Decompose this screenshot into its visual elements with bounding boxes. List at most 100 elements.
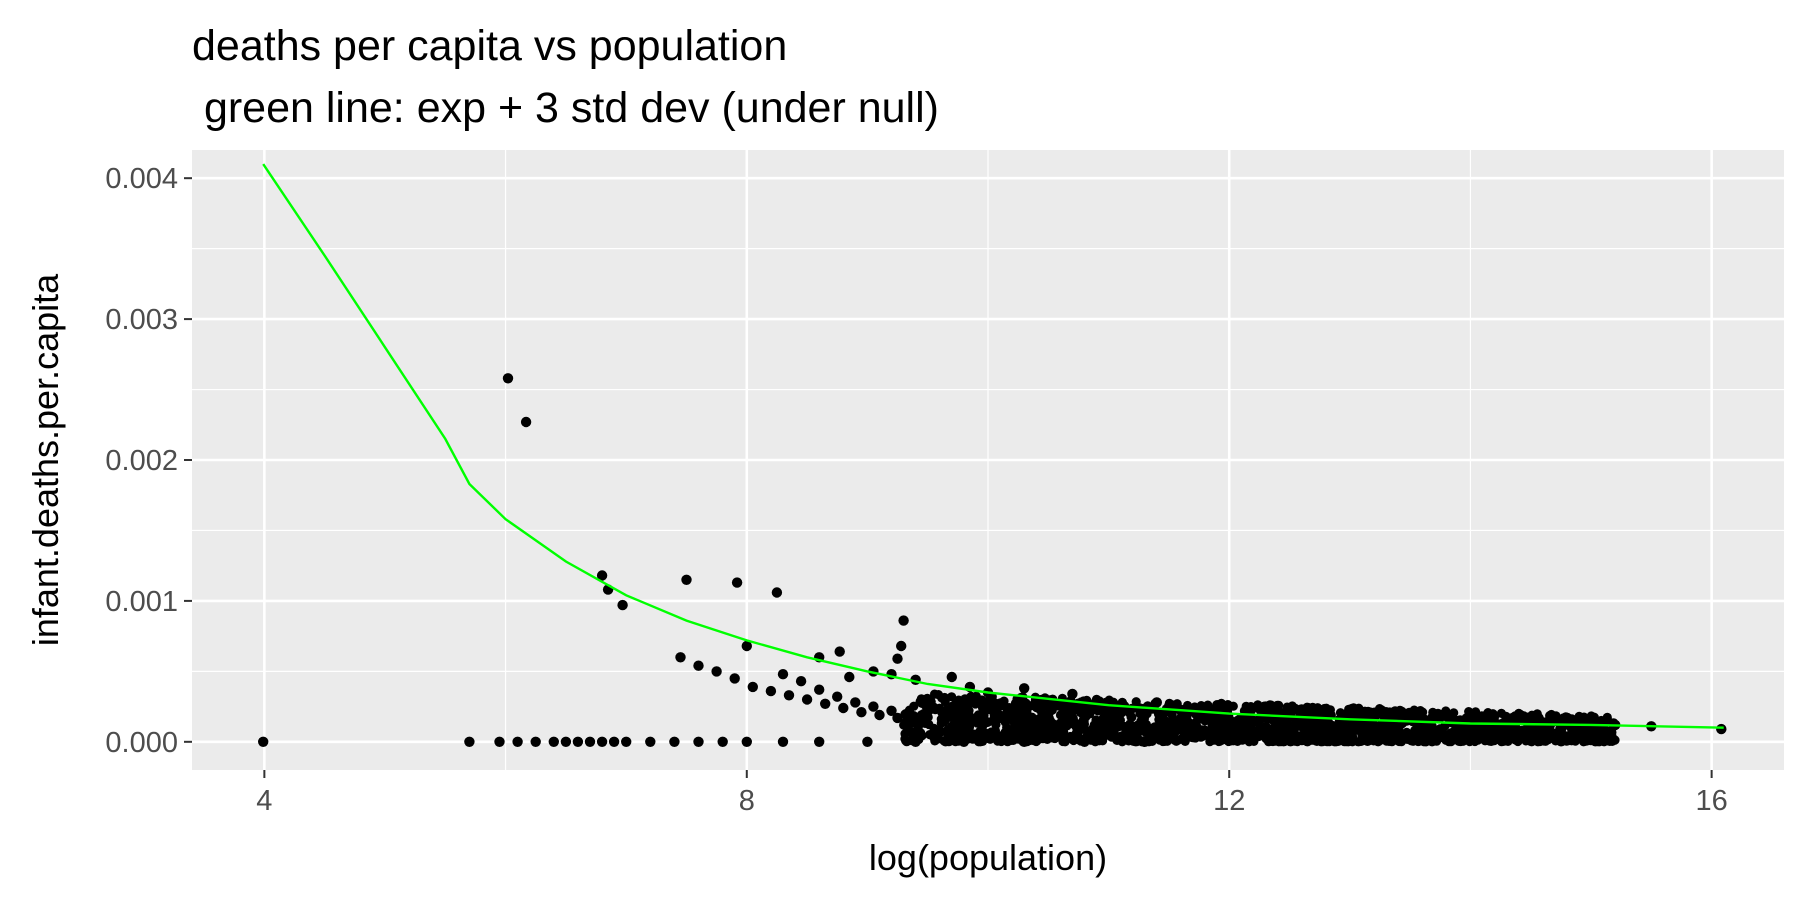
- cloud-point: [969, 734, 979, 744]
- data-point: [258, 736, 269, 747]
- data-point: [898, 615, 909, 626]
- grid-major: [192, 150, 1784, 770]
- cloud-point: [1450, 734, 1460, 745]
- data-point: [874, 709, 885, 721]
- data-point: [596, 570, 608, 581]
- data-point: [1501, 712, 1512, 724]
- data-point: [801, 694, 813, 705]
- cloud-point: [1089, 720, 1099, 730]
- cloud-point: [901, 736, 911, 746]
- cloud-point: [1241, 701, 1251, 711]
- data-point: [910, 736, 921, 747]
- cloud-point: [1406, 736, 1416, 746]
- y-tick-label: 0.002: [105, 445, 178, 477]
- cloud-point: [1006, 734, 1017, 745]
- cloud-point: [1055, 718, 1065, 728]
- cloud-point: [1063, 719, 1073, 730]
- cloud-point: [1513, 731, 1523, 741]
- data-point: [675, 652, 686, 663]
- cloud-point: [1158, 736, 1168, 747]
- cloud-point: [1307, 735, 1317, 745]
- cloud-point: [1180, 710, 1190, 720]
- data-point: [771, 587, 783, 598]
- cloud-point: [976, 736, 986, 746]
- point-cloud: [899, 689, 1620, 747]
- cloud-point: [1096, 703, 1106, 714]
- cloud-point: [1499, 733, 1509, 743]
- cloud-point: [903, 721, 914, 732]
- cloud-point: [1150, 722, 1160, 732]
- cloud-point: [1311, 720, 1321, 730]
- cloud-point: [1286, 726, 1296, 736]
- cloud-point: [916, 728, 926, 738]
- cloud-point: [1420, 732, 1430, 742]
- cloud-point: [1426, 713, 1436, 723]
- data-point: [765, 685, 777, 697]
- cloud-point: [1484, 736, 1494, 746]
- y-tick-label: 0.004: [105, 163, 178, 195]
- cloud-point: [1382, 729, 1393, 739]
- cloud-point: [926, 699, 936, 709]
- series-line: [262, 163, 1724, 729]
- cloud-point: [966, 691, 976, 702]
- cloud-point: [1202, 726, 1212, 736]
- data-point: [711, 666, 722, 677]
- cloud-point: [1249, 730, 1259, 740]
- chart-subtitle: green line: exp + 3 std dev (under null): [192, 84, 939, 132]
- cloud-point: [1126, 712, 1136, 722]
- cloud-point: [1076, 718, 1086, 729]
- cloud-point: [1369, 719, 1379, 730]
- data-point: [530, 736, 541, 747]
- cloud-point: [1290, 718, 1300, 728]
- cloud-point: [1270, 736, 1280, 746]
- data-point: [1716, 723, 1727, 735]
- cloud-point: [959, 727, 970, 738]
- cloud-point: [1125, 719, 1135, 729]
- data-point: [868, 701, 879, 712]
- cloud-point: [1132, 736, 1142, 746]
- cloud-point: [1442, 734, 1452, 744]
- cloud-point: [1322, 737, 1332, 747]
- cloud-point: [1527, 736, 1537, 746]
- data-point: [617, 599, 628, 611]
- cloud-point: [900, 729, 910, 739]
- cloud-point: [956, 719, 966, 729]
- data-point: [729, 673, 740, 684]
- cloud-point: [937, 727, 947, 737]
- cloud-point: [1368, 732, 1378, 742]
- data-points: [258, 373, 1727, 747]
- x-axis-ticks: 4 8 12 16: [256, 770, 1728, 817]
- cloud-point: [1078, 710, 1088, 720]
- data-point: [892, 712, 903, 724]
- data-point: [1260, 701, 1271, 712]
- data-point: [608, 736, 620, 747]
- cloud-point: [939, 736, 950, 746]
- threshold-line: [262, 163, 1724, 729]
- data-point: [814, 736, 825, 747]
- data-point: [681, 574, 692, 585]
- cloud-point: [1099, 712, 1109, 723]
- data-point: [502, 373, 514, 384]
- cloud-point: [1060, 735, 1070, 746]
- data-point: [512, 736, 523, 747]
- data-point: [844, 671, 855, 683]
- x-tick-label: 16: [1696, 785, 1728, 817]
- cloud-point: [1328, 725, 1338, 736]
- cloud-point: [951, 697, 962, 707]
- cloud-point: [1185, 720, 1195, 730]
- cloud-point: [1519, 711, 1529, 721]
- cloud-point: [949, 714, 959, 724]
- cloud-point: [1071, 729, 1081, 739]
- data-point: [584, 736, 596, 747]
- cloud-point: [1010, 726, 1020, 736]
- data-point: [548, 736, 559, 747]
- x-tick-label: 12: [1213, 785, 1245, 817]
- cloud-point: [992, 714, 1002, 725]
- cloud-point: [1282, 716, 1292, 727]
- cloud-point: [1016, 715, 1026, 725]
- cloud-point: [1035, 705, 1045, 715]
- cloud-point: [1430, 730, 1440, 740]
- data-point: [862, 736, 873, 747]
- data-point: [520, 416, 532, 428]
- data-point: [741, 640, 752, 652]
